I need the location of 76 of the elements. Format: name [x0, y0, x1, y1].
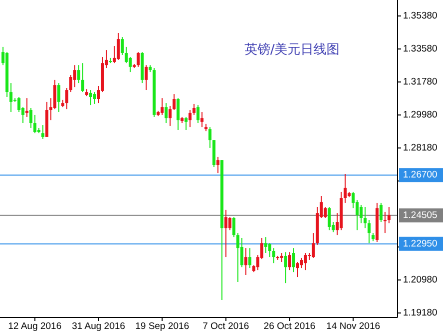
candlestick: [324, 206, 327, 218]
candlestick: [284, 252, 288, 284]
candlestick: [164, 102, 168, 124]
candlestick: [128, 56, 132, 73]
candlestick: [9, 82, 12, 113]
candlestick: [360, 204, 363, 224]
candlestick: [65, 88, 68, 110]
candlestick: [272, 248, 276, 264]
candlestick: [364, 206, 367, 229]
y-tick-label: 1.28180: [403, 142, 438, 154]
candlestick: [228, 216, 232, 231]
y-tick-label: 1.33580: [403, 43, 438, 54]
y-tick-label: 1.29980: [403, 109, 438, 120]
candlestick: [160, 98, 164, 116]
candlestick: [188, 110, 192, 128]
candlestick: [136, 52, 140, 68]
candlestick: [224, 209, 228, 258]
candlestick: [380, 202, 383, 223]
candlestick: [388, 206, 391, 224]
ref-line-label: 1.26700: [403, 170, 438, 181]
candlestick: [244, 248, 248, 276]
candlestick: [120, 36, 124, 56]
candlestick: [368, 220, 371, 244]
candlestick: [232, 216, 236, 238]
x-tick-label: 31 Aug 2016: [72, 321, 126, 332]
candlestick: [81, 62, 84, 93]
ref-line-label: 1.22950: [403, 238, 438, 250]
y-tick-label: 1.19180: [403, 307, 438, 318]
ref-line-label: 1.24505: [403, 210, 438, 221]
x-tick-label: 7 Oct 2016: [202, 321, 250, 332]
candlestick: [33, 114, 36, 134]
candlestick: [216, 156, 220, 174]
candlestick: [168, 105, 172, 126]
x-tick-label: 14 Nov 2016: [326, 321, 380, 332]
candlestick: [240, 237, 244, 268]
y-tick-label: 1.20980: [403, 274, 438, 286]
x-tick-label: 12 Aug 2016: [8, 321, 62, 332]
candlestick: [296, 261, 299, 278]
candlestick: [77, 64, 80, 84]
y-tick-label: 1.31780: [403, 76, 438, 88]
text: 英镑/美元日线图: [244, 42, 340, 58]
candlestick: [172, 94, 176, 111]
candlestick: [57, 82, 60, 113]
candlestick: [41, 124, 44, 140]
candlestick: [184, 116, 188, 130]
candlestick: [196, 104, 200, 124]
candlestick: [236, 232, 240, 282]
candlestick: [292, 248, 296, 273]
x-tick-label: 19 Sep 2016: [135, 321, 190, 332]
candlestick: [200, 112, 204, 128]
candlestick: [288, 252, 292, 271]
candlestick: [69, 74, 72, 93]
candlestick: [17, 96, 20, 113]
candlestick: [144, 64, 148, 91]
candlestick: [29, 107, 32, 128]
candlestick: [268, 242, 272, 258]
candlestick: [328, 206, 331, 231]
candlestick: [304, 252, 307, 271]
candlestick: [208, 126, 212, 148]
y-tick-label: 1.35380: [403, 10, 438, 22]
candlestick: [89, 90, 92, 106]
candlestick: [264, 236, 268, 254]
candlestick: [248, 248, 252, 269]
candlestick: [384, 211, 387, 234]
candlestick: [53, 79, 56, 110]
candlestick: [192, 103, 196, 116]
candlestick: [116, 32, 120, 60]
candlestick: [300, 257, 303, 269]
candlestick: [344, 173, 347, 204]
candlestick: [124, 46, 128, 64]
candlestick: [312, 232, 315, 258]
candlestick: [176, 98, 180, 130]
candlestick: [25, 98, 28, 118]
x-tick-label: 26 Oct 2016: [264, 321, 316, 332]
candlestick: [93, 92, 96, 104]
candlestick: [73, 64, 76, 88]
